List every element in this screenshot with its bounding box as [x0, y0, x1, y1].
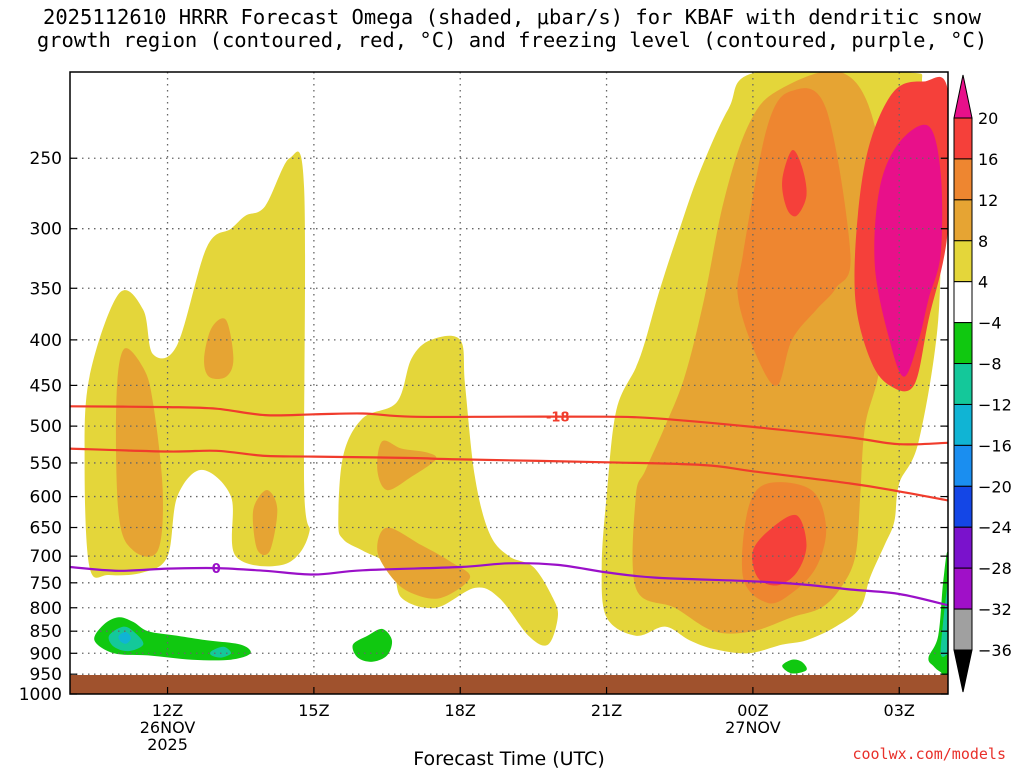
colorbar-bin--16 [953, 403, 973, 446]
omega-region-12 [752, 514, 807, 586]
x-tick-label-12-0: 12Z [152, 701, 183, 720]
colorbar-bin--36 [953, 608, 973, 651]
colorbar-label-8: 8 [978, 232, 988, 251]
omega-region-29 [95, 72, 169, 168]
colorbar-label--24: −24 [978, 518, 1012, 537]
y-tick-label-500: 500 [30, 417, 62, 437]
contour-line-1 [70, 405, 948, 446]
contour-line-0 [70, 447, 948, 502]
x-tick-label-12-2: 2025 [147, 735, 188, 754]
colorbar-bin--20 [953, 444, 973, 487]
plot-frame [69, 71, 949, 695]
x-axis-title: Forecast Time (UTC) [413, 748, 604, 768]
colorbar-bin--24 [953, 485, 973, 528]
plot-border [69, 71, 949, 695]
omega-region-31 [517, 72, 619, 236]
omega-region-1 [115, 348, 163, 557]
x-tick-label-27-0: 03Z [884, 701, 915, 720]
x-tick-label-21-0: 21Z [591, 701, 622, 720]
x-tick-label-15-0: 15Z [298, 701, 329, 720]
colorbar-label-16: 16 [978, 150, 998, 169]
colorbar-bin--8 [953, 322, 973, 365]
chart-title-line2: growth region (contoured, red, °C) and f… [36, 28, 988, 52]
y-tick-label-800: 800 [30, 599, 62, 619]
colorbar-bin-8 [953, 199, 973, 242]
colorbar-label--12: −12 [978, 395, 1012, 414]
colorbar-arrow-bottom [953, 649, 973, 693]
omega-region-20 [118, 632, 131, 644]
y-tick-label-250: 250 [30, 149, 62, 169]
colorbar-label-4: 4 [978, 273, 988, 292]
colorbar-label-12: 12 [978, 191, 998, 210]
omega-region-2 [204, 318, 234, 379]
colorbar-bin--4 [953, 281, 973, 324]
y-tick-label-850: 850 [30, 622, 62, 642]
y-tick-label-400: 400 [30, 331, 62, 351]
colorbar-label-20: 20 [978, 109, 998, 128]
y-tick-label-550: 550 [30, 454, 62, 474]
colorbar-label--28: −28 [978, 559, 1012, 578]
colorbar-bin-16 [953, 117, 973, 160]
omega-region-28 [940, 574, 948, 658]
colorbar-label--20: −20 [978, 477, 1012, 496]
contour-label-2: 0 [212, 562, 221, 577]
omega-region-14 [874, 124, 943, 377]
colorbar-bin--28 [953, 526, 973, 569]
y-tick-label-450: 450 [30, 376, 62, 396]
x-tick-label-12-1: 26NOV [140, 718, 196, 737]
omega-region-5 [377, 440, 437, 491]
colorbar-bin-4 [953, 240, 973, 283]
y-tick-label-950: 950 [30, 665, 62, 685]
omega-region-15 [889, 544, 915, 606]
omega-region-6 [377, 527, 471, 599]
omega-region-9 [737, 88, 851, 386]
y-tick-label-1000: 1000 [19, 685, 62, 705]
x-tick-label-24-0: 00Z [737, 701, 768, 720]
omega-region-23 [444, 644, 466, 656]
y-tick-label-300: 300 [30, 220, 62, 240]
y-tick-label-700: 700 [30, 547, 62, 567]
colorbar-label--8: −8 [978, 355, 1002, 374]
omega-region-19 [210, 646, 232, 658]
y-tick-label-350: 350 [30, 279, 62, 299]
ground-bar [70, 675, 948, 694]
y-axis: 2503003504004505005506006507007508008509… [19, 149, 948, 705]
omega-region-11 [782, 150, 807, 217]
colorbar-label--32: −32 [978, 600, 1012, 619]
x-tick-label-18-0: 18Z [445, 701, 476, 720]
contour-label-1: -18 [546, 411, 570, 426]
colorbar: 20 16 12 8 4 −4 −8 −12 −16 −20 −24 −28 −32 −36 [953, 74, 1012, 693]
omega-region-30 [428, 72, 477, 135]
contour-line-2 [70, 562, 948, 607]
omega-region-25 [782, 659, 807, 674]
chart-title: 2025112610 HRRR Forecast Omega (shaded, … [0, 6, 1024, 52]
contour-layer: -18 0 [70, 405, 948, 607]
ground-layer [70, 675, 948, 694]
y-tick-label-600: 600 [30, 488, 62, 508]
chart-title-line1: 2025112610 HRRR Forecast Omega (shaded, … [43, 5, 981, 29]
colorbar-arrow-top [953, 74, 973, 119]
colorbar-bin-12 [953, 158, 973, 201]
y-tick-label-900: 900 [30, 644, 62, 664]
omega-region-4 [338, 335, 558, 646]
colorbar-bin--12 [953, 363, 973, 405]
grid-layer [70, 72, 948, 675]
colorbar-label--36: −36 [978, 641, 1012, 660]
omega-region-3 [252, 490, 278, 556]
x-tick-label-24-1: 27NOV [725, 718, 781, 737]
colorbar-bin--32 [953, 567, 973, 610]
y-tick-label-650: 650 [30, 519, 62, 539]
omega-shading-layer [84, 72, 948, 694]
y-tick-label-750: 750 [30, 574, 62, 594]
colorbar-label--16: −16 [978, 436, 1012, 455]
colorbar-label--4: −4 [978, 314, 1002, 333]
credit-text: coolwx.com/models [852, 745, 1006, 763]
